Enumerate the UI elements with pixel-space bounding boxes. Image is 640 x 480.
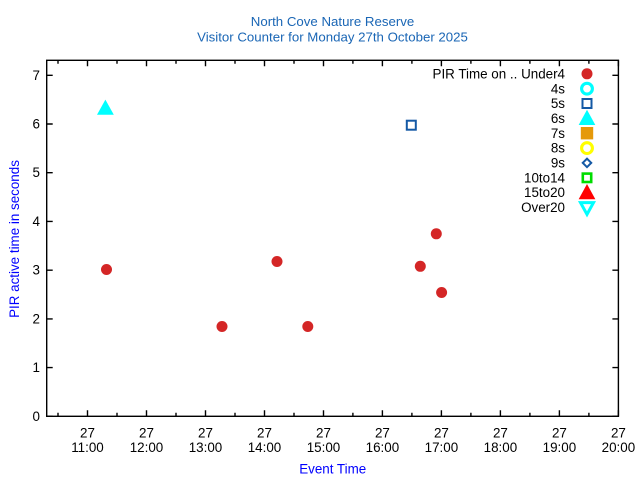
svg-text:6: 6 (33, 117, 40, 132)
svg-text:27: 27 (493, 426, 508, 441)
svg-text:7: 7 (33, 68, 40, 83)
svg-text:27: 27 (552, 426, 567, 441)
svg-text:27: 27 (375, 426, 390, 441)
svg-text:10to14: 10to14 (524, 170, 566, 185)
svg-text:17:00: 17:00 (425, 440, 459, 455)
svg-text:27: 27 (139, 426, 154, 441)
svg-text:9s: 9s (551, 156, 565, 171)
svg-text:27: 27 (611, 426, 626, 441)
svg-text:27: 27 (80, 426, 95, 441)
svg-text:11:00: 11:00 (71, 440, 104, 455)
svg-text:19:00: 19:00 (543, 440, 577, 455)
svg-text:Event Time: Event Time (299, 461, 366, 476)
svg-text:8s: 8s (551, 141, 565, 156)
svg-text:27: 27 (198, 426, 213, 441)
svg-text:15:00: 15:00 (307, 440, 341, 455)
svg-text:6s: 6s (551, 111, 565, 126)
svg-text:13:00: 13:00 (189, 440, 223, 455)
svg-text:12:00: 12:00 (130, 440, 164, 455)
svg-text:PIR Time on .. Under4: PIR Time on .. Under4 (433, 66, 566, 81)
svg-text:4: 4 (33, 214, 41, 229)
svg-text:16:00: 16:00 (366, 440, 400, 455)
svg-text:20:00: 20:00 (602, 440, 636, 455)
svg-text:5: 5 (33, 165, 40, 180)
svg-text:27: 27 (434, 426, 449, 441)
svg-text:North Cove Nature Reserve: North Cove Nature Reserve (251, 14, 414, 29)
svg-text:PIR active time in seconds: PIR active time in seconds (7, 160, 22, 318)
svg-text:Visitor Counter for Monday 27t: Visitor Counter for Monday 27th October … (197, 29, 468, 44)
svg-text:27: 27 (316, 426, 331, 441)
svg-text:5s: 5s (551, 96, 565, 111)
svg-text:1: 1 (33, 360, 40, 375)
svg-text:27: 27 (257, 426, 272, 441)
svg-text:0: 0 (33, 409, 40, 424)
svg-text:7s: 7s (551, 126, 565, 141)
svg-text:14:00: 14:00 (248, 440, 282, 455)
svg-text:2: 2 (33, 311, 40, 326)
svg-text:Over20: Over20 (521, 200, 565, 215)
svg-text:4s: 4s (551, 81, 565, 96)
svg-text:18:00: 18:00 (484, 440, 518, 455)
svg-text:3: 3 (33, 263, 40, 278)
svg-text:15to20: 15to20 (524, 185, 565, 200)
